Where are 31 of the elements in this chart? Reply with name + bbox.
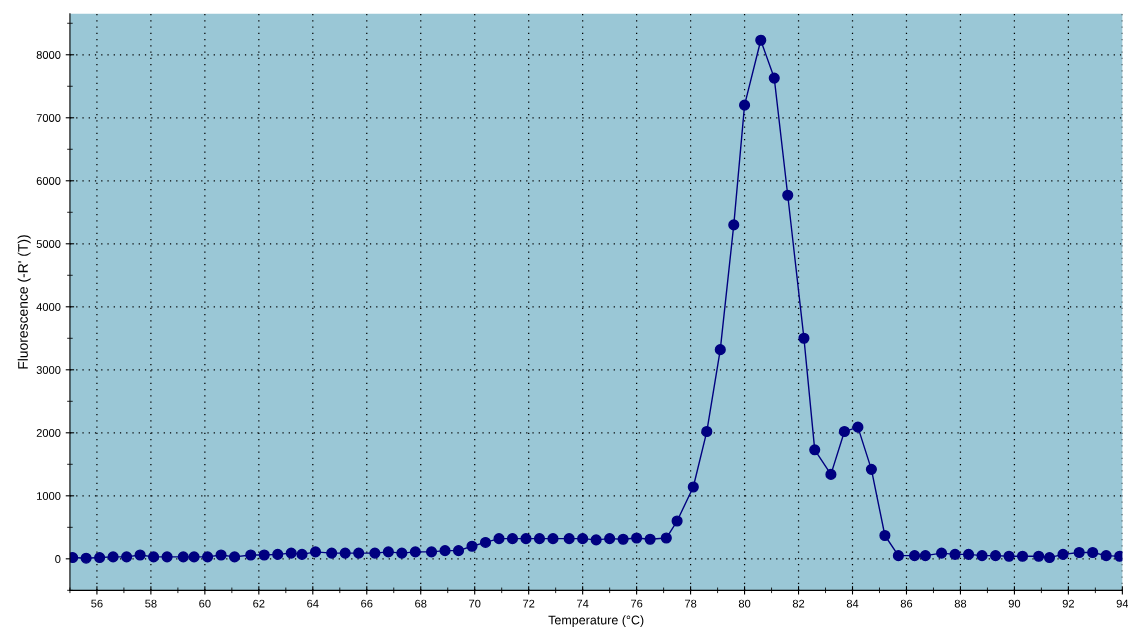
x-tick-label: 80 [738,599,751,608]
x-tick-label: 68 [415,599,427,608]
y-tick-label: 8000 [36,51,61,59]
x-tick-label: 60 [199,599,211,608]
y-axis-title: Fluorescence (-R' (T)) [17,235,31,369]
x-tick-label: 58 [145,599,157,608]
y-tick-label: 1000 [37,492,61,500]
x-tick-label: 86 [900,599,913,608]
x-tick-label: 78 [684,599,697,608]
y-tick-label: 5000 [36,240,61,248]
x-tick-label: 62 [253,599,265,608]
y-tick-label: 0 [55,555,61,563]
x-tick-label: 82 [792,599,805,608]
y-tick-label: 3000 [36,366,61,374]
x-tick-label: 66 [361,599,373,608]
x-tick-label: 76 [631,599,643,608]
x-tick-label: 70 [469,599,481,608]
y-tick-label: 7000 [36,114,61,122]
x-tick-label: 94 [1116,599,1128,608]
x-tick-label: 92 [1062,599,1075,608]
y-tick-label: 4000 [36,303,61,311]
x-tick-label: 74 [577,599,589,608]
y-tick-label: 2000 [36,429,61,437]
x-axis-title: Temperature (°C) [548,615,644,627]
x-tick-label: 84 [846,599,859,608]
x-tick-label: 90 [1008,599,1021,608]
y-tick-label: 6000 [36,177,61,185]
x-tick-label: 72 [523,599,535,608]
x-tick-label: 64 [307,599,319,608]
x-tick-label: 56 [91,599,103,608]
x-tick-label: 88 [954,599,967,608]
